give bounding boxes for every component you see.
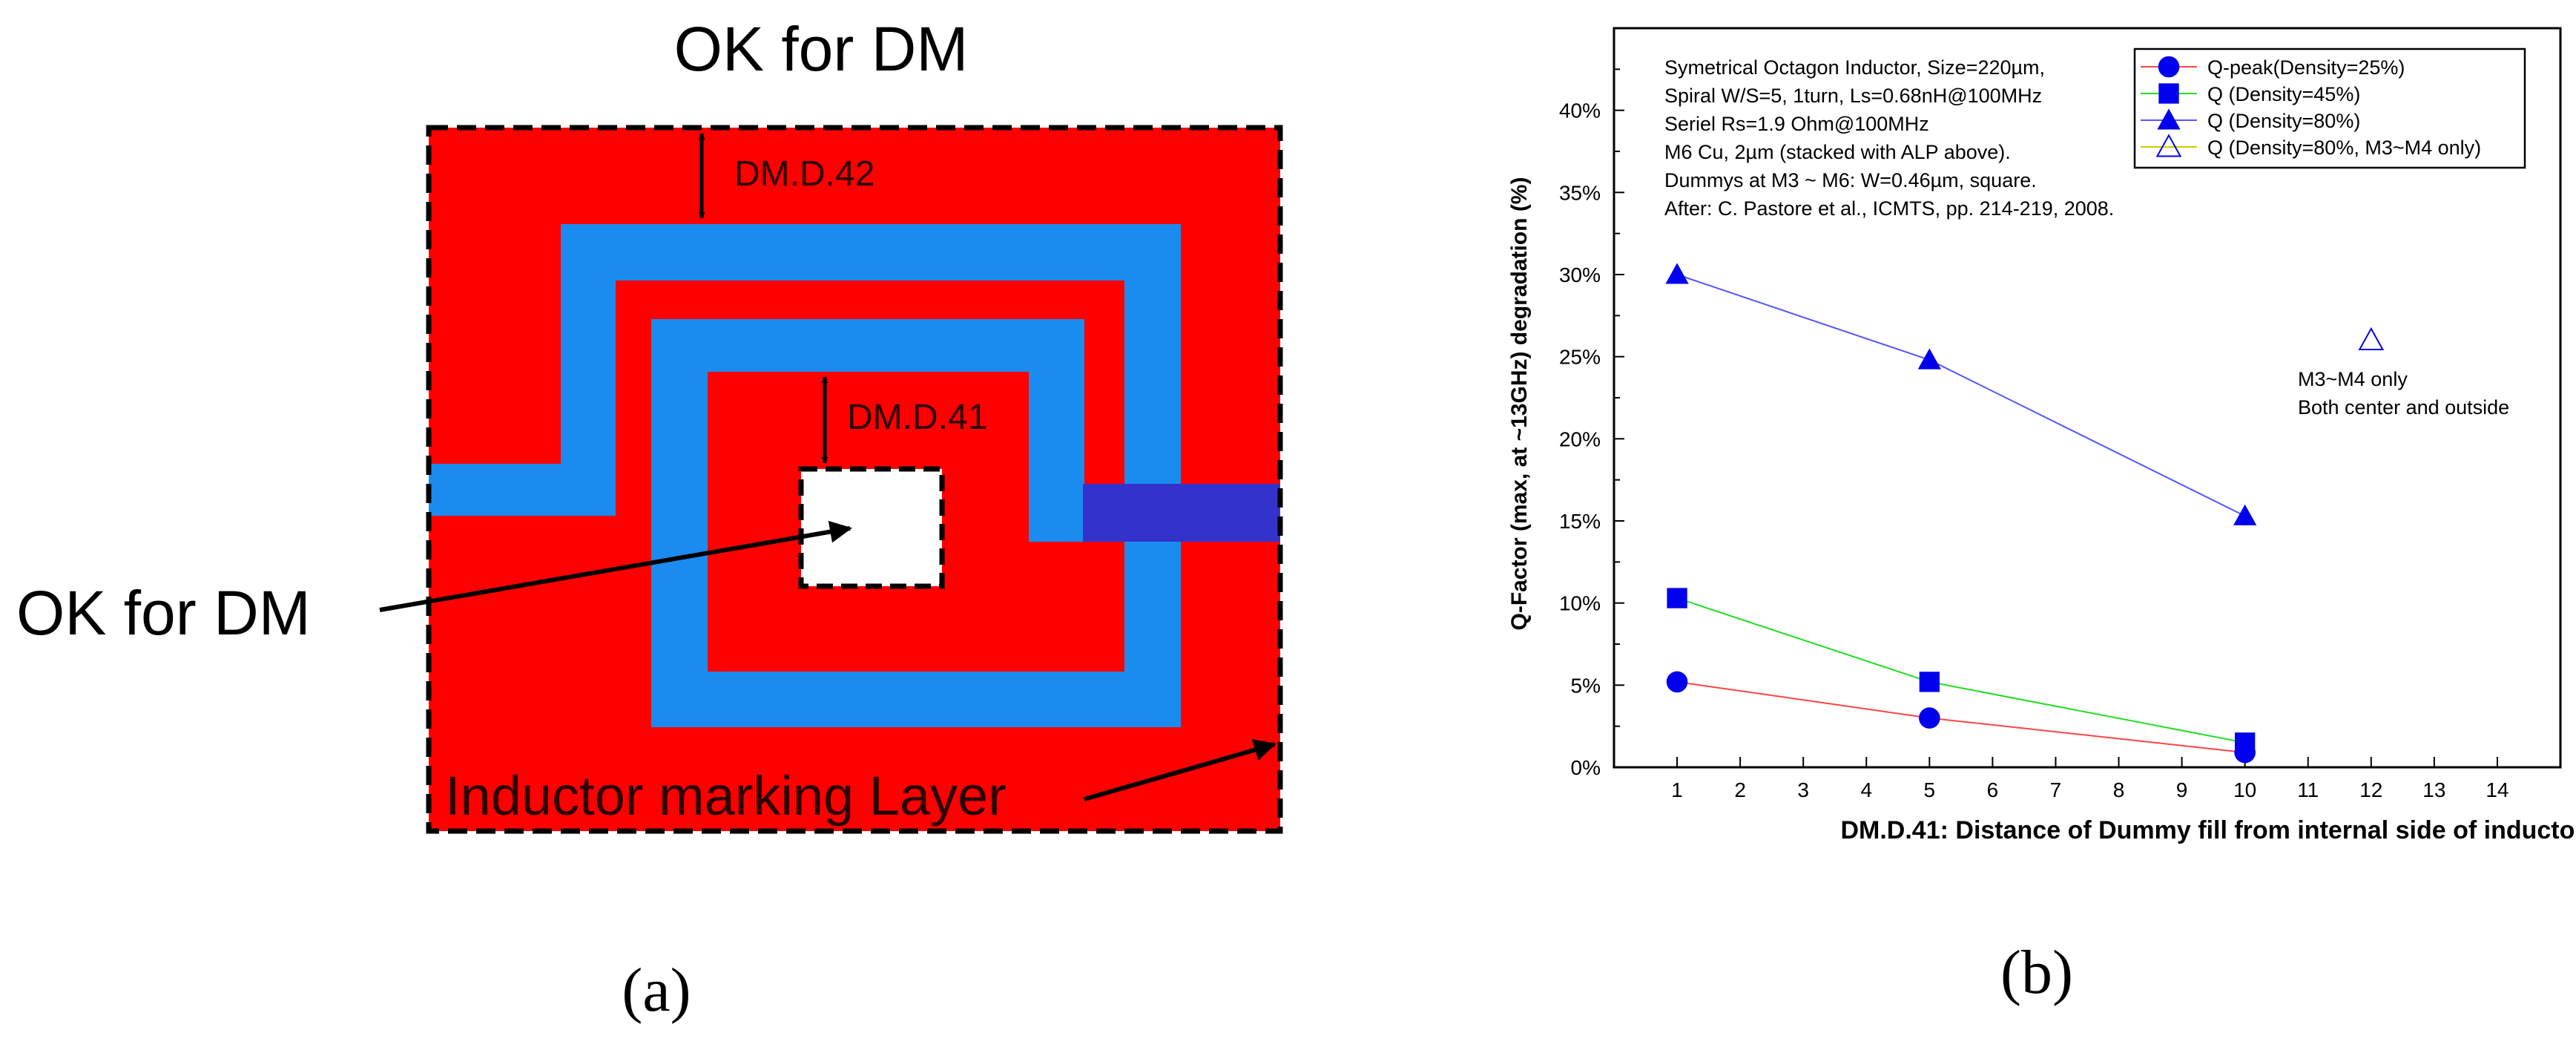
legend-label: Q (Density=80%, M3~M4 only)	[2207, 137, 2481, 159]
ok-for-dm-side-label: OK for DM	[16, 578, 311, 648]
x-tick-label: 2	[1734, 778, 1746, 801]
legend-label: Q (Density=80%)	[2207, 110, 2360, 132]
y-tick-label: 10%	[1559, 592, 1601, 615]
notes-block: Symetrical Octagon Inductor, Size=220µm,…	[1664, 56, 2114, 220]
legend-marker-triangle	[2157, 108, 2181, 130]
data-point-square	[2235, 732, 2256, 753]
legend-marker-square	[2158, 83, 2179, 104]
legend-marker-triangle-open	[2155, 134, 2182, 157]
y-tick-label: 40%	[1559, 99, 1601, 122]
marking-layer-outline	[426, 125, 1283, 834]
y-tick-label: 30%	[1559, 263, 1601, 286]
panel-b: 1 2 3 4 5 6 7 8 9 10 11 12 13 140%5%10%15%20%25%30%35…	[1507, 27, 2576, 1007]
data-point-square	[1919, 672, 1940, 692]
x-tick-label: 7	[2050, 778, 2062, 801]
note-line: Spiral W/S=5, 1turn, Ls=0.68nH@100MHz	[1664, 85, 2042, 107]
x-tick-label: 10	[2233, 778, 2256, 801]
note-line: Seriel Rs=1.9 Ohm@100MHz	[1664, 113, 1929, 135]
x-tick-label: 3	[1797, 778, 1809, 801]
legend-items: Q-peak(Density=25%) Q (Density=45%) Q (Den…	[2141, 56, 2481, 159]
x-axis-label: DM.D.41: Distance of Dummy fill from int…	[1840, 816, 2576, 844]
data-point-circle	[1666, 671, 1688, 693]
inductor-spiral	[429, 224, 1181, 727]
dim-inner-label: DM.D.41	[847, 398, 987, 437]
annotation-block: M3~M4 only Both center and outside	[2298, 368, 2509, 419]
x-tick-label: 12	[2359, 778, 2382, 801]
x-tick-label: 1	[1671, 778, 1683, 801]
x-tick-label: 6	[1987, 778, 1999, 801]
x-tick-label: 4	[1860, 778, 1872, 801]
legend-box	[2133, 47, 2526, 169]
legend-label: Q-peak(Density=25%)	[2207, 56, 2405, 79]
ok-for-dm-pointer	[379, 520, 852, 612]
note-line: Symetrical Octagon Inductor, Size=220µm,	[1664, 56, 2045, 79]
x-tick-label: 11	[2297, 778, 2319, 801]
panel-a: OK for DM DM.D.42 DM.D.41 OK for DM	[16, 14, 1283, 1025]
note-line: Dummys at M3 ~ M6: W=0.46µm, square.	[1664, 169, 2037, 191]
chart-layer: 1 2 3 4 5 6 7 8 9 10 11 12 13 140%5%10%15%20%25%30%35…	[1559, 68, 2509, 801]
x-tick-label: 14	[2486, 778, 2509, 801]
panel-a-title: OK for DM	[674, 14, 969, 84]
legend-label: Q (Density=45%)	[2207, 83, 2360, 105]
marking-layer-pointer	[1084, 739, 1277, 801]
dim-outer-label: DM.D.42	[734, 154, 874, 194]
y-axis-label: Q-Factor (max, at ~13GHz) degradation (%…	[1507, 177, 1532, 631]
marking-layer-label: Inductor marking Layer	[445, 765, 1007, 827]
data-point-triangle	[1665, 263, 1689, 284]
data-point-triangle	[1917, 348, 1941, 370]
y-tick-label: 20%	[1559, 427, 1601, 450]
data-point-triangle	[2233, 504, 2257, 525]
panel-b-caption: (b)	[2000, 938, 2073, 1007]
x-tick-label: 5	[1924, 778, 1936, 801]
inductor-underpass	[1083, 484, 1280, 542]
x-tick-label: 13	[2422, 778, 2445, 801]
y-tick-label: 5%	[1571, 674, 1601, 697]
note-line: After: C. Pastore et al., ICMTS, pp. 214…	[1664, 197, 2114, 220]
annotation-line: M3~M4 only	[2298, 368, 2408, 390]
legend-marker-circle	[2158, 56, 2180, 78]
x-tick-label: 9	[2176, 778, 2188, 801]
legend: Q-peak(Density=25%) Q (Density=45%) Q (Den…	[2133, 47, 2526, 169]
ok-for-dm-area	[798, 466, 945, 589]
data-point-circle	[1919, 707, 1940, 729]
note-line: M6 Cu, 2µm (stacked with ALP above).	[1664, 141, 2011, 163]
panel-a-caption: (a)	[622, 956, 691, 1025]
x-tick-label: 8	[2113, 778, 2125, 801]
y-tick-label: 35%	[1559, 181, 1601, 204]
annotation-line: Both center and outside	[2298, 396, 2509, 419]
y-tick-label: 25%	[1559, 346, 1601, 369]
data-point-triangle-open	[2358, 327, 2385, 351]
data-point-square	[1667, 588, 1687, 608]
y-tick-label: 0%	[1571, 756, 1601, 779]
y-tick-label: 15%	[1559, 510, 1601, 533]
